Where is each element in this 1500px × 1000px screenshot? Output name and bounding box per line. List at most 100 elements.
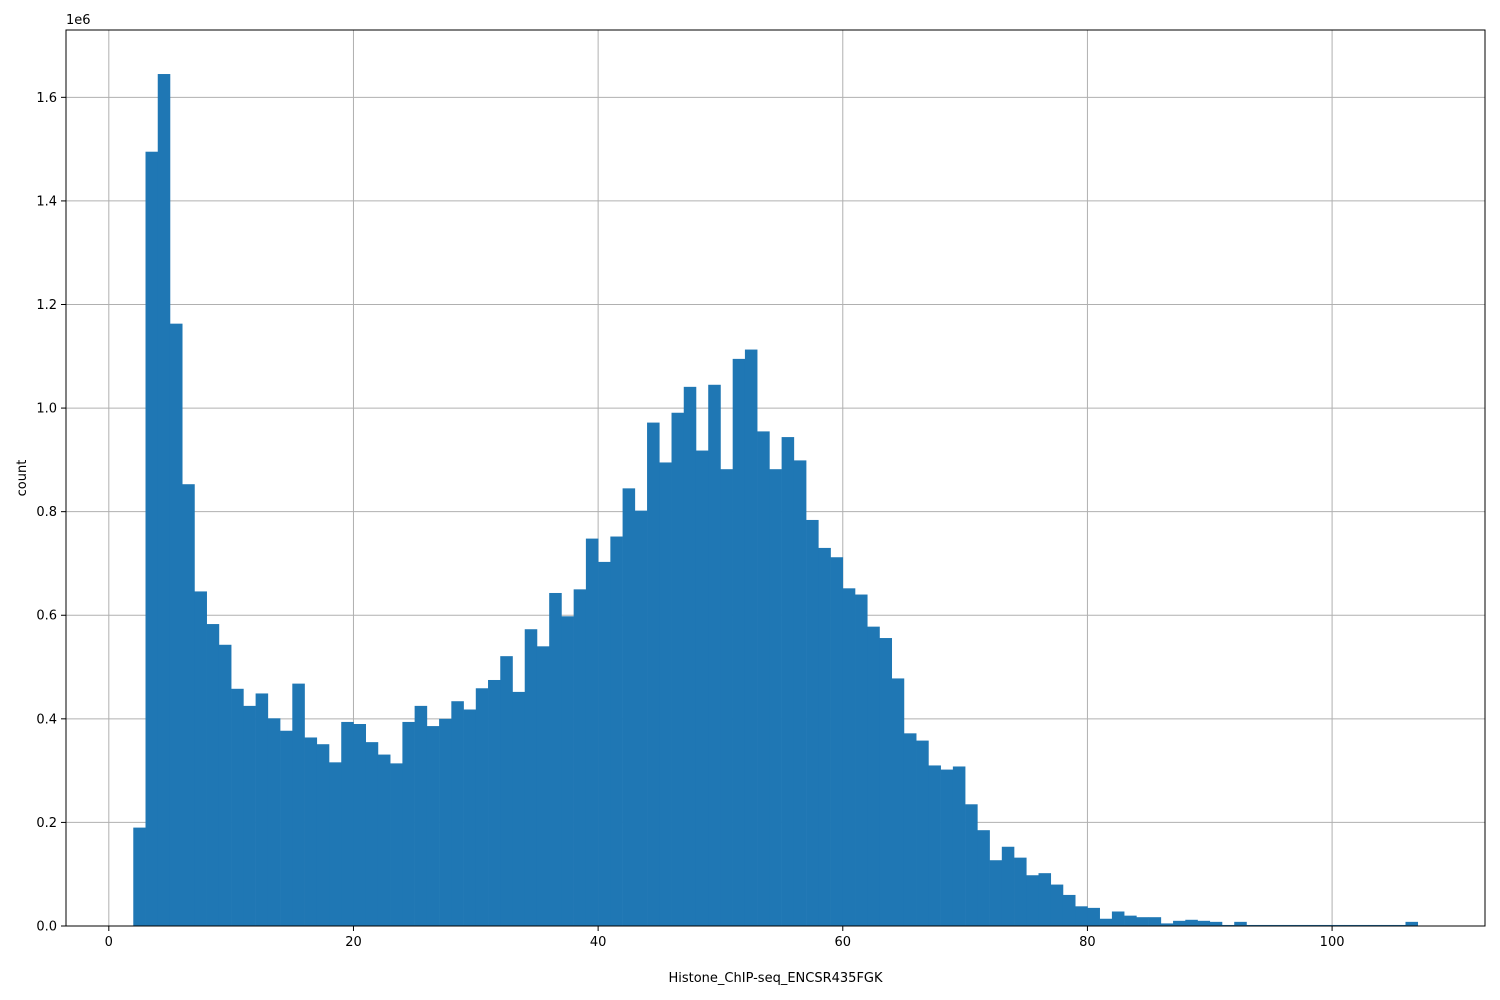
y-tick-label: 1.2 [36,298,57,313]
histogram-bar [414,705,428,926]
histogram-bar [1099,918,1113,926]
histogram-bar [500,656,513,926]
histogram-bar [255,693,269,926]
histogram-bar [1062,894,1076,926]
histogram-bar [867,626,880,926]
histogram-bar [928,765,941,926]
histogram-bar [647,422,660,926]
histogram-bar [536,646,550,926]
histogram-bar [1185,919,1198,926]
histogram-bar [842,588,856,926]
plot-frame [65,29,1486,927]
histogram-bar [1393,924,1406,926]
histogram-bar [133,827,146,926]
y-tick-label: 0.2 [36,816,57,831]
histogram-bar [267,718,281,926]
histogram-bar [965,804,978,926]
histogram-bar [1050,884,1064,926]
y-offset-text: 1e6 [66,13,91,28]
histogram-bar [1014,857,1027,926]
histogram-bar [512,691,526,926]
histogram-bar [561,616,574,926]
histogram-bar [488,679,501,926]
histogram-bar [916,740,929,926]
histogram-bar [1087,907,1100,926]
x-tick-label: 80 [1079,935,1096,950]
histogram-bar [402,721,415,926]
histogram-bar [1356,924,1370,926]
histogram-bar [744,349,758,927]
histogram-bar [598,561,611,926]
histogram-bar [353,724,367,926]
histogram-bar [806,519,819,926]
histogram-bar [182,484,195,926]
histogram-bar [977,830,990,926]
x-axis-label: Histone_ChIP-seq_ENCSR435FGK [668,971,883,986]
histogram-bar [145,151,159,926]
histogram-bar [1111,911,1125,926]
histogram-bar [1258,924,1272,926]
histogram-bar [573,589,587,926]
histogram-bar [390,763,403,926]
y-tick-label: 0.8 [36,505,57,520]
histogram-bar [1307,924,1321,926]
histogram-bar [781,437,795,926]
histogram-bar [683,386,697,926]
y-axis-ticks: 0.0 0.2 0.4 0.6 0.8 1.0 1.2 1.4 1.6 [36,91,66,935]
histogram-bar [1197,920,1211,926]
histogram-bar [292,683,305,926]
histogram-bar [169,323,183,926]
histogram-bar [1075,906,1088,926]
histogram-bar [1319,924,1333,926]
histogram-bar [280,730,293,926]
histogram-bar [720,469,733,926]
histogram-bar [524,629,538,926]
histogram-bar [1405,921,1419,926]
histogram-bar [622,488,636,926]
histogram-bar [1295,924,1308,926]
histogram-bar [952,766,966,926]
histogram-bar [732,358,746,926]
histogram-bar [329,762,342,926]
histogram-bar [157,74,171,926]
y-tick-label: 1.4 [36,194,57,209]
histogram-bar [1368,924,1382,926]
x-tick-label: 20 [345,935,362,950]
y-tick-label: 0.0 [36,920,57,935]
histogram-bar [769,469,782,926]
x-tick-label: 40 [590,935,607,950]
histogram-bar [377,754,391,926]
histogram-bar [940,769,954,926]
histogram-bar [365,742,379,926]
histogram-bar [1124,915,1137,926]
histogram-bar [610,536,623,926]
histogram-bar [695,450,709,926]
histogram-bar [818,547,831,926]
histogram-bar [659,462,672,926]
histogram-bar [341,721,354,926]
x-axis-ticks: 0 20 40 60 80 100 [105,926,1345,950]
histogram-bar [1221,924,1235,926]
histogram-bar [671,412,685,926]
histogram-bar [1038,873,1052,926]
histogram-bar [793,460,807,926]
histogram-bar [1026,875,1039,926]
y-axis-label: count [15,460,30,497]
histogram-bar [1283,924,1296,926]
histogram-bar [1001,846,1015,926]
histogram-bar [549,592,562,926]
histogram-bar [451,701,464,926]
histogram-bar [879,638,893,926]
histogram-bar [1344,924,1357,926]
histogram-bar [439,718,452,926]
histogram-bar [243,705,256,926]
histogram-bars [133,74,1419,927]
y-tick-label: 0.4 [36,712,57,727]
histogram-bar [1173,920,1186,926]
histogram-bar [194,591,207,926]
histogram-bar [1160,923,1174,926]
histogram-bar [903,733,917,926]
histogram-bar [585,538,599,926]
histogram-bar [830,557,844,926]
histogram-bar [1246,924,1259,926]
